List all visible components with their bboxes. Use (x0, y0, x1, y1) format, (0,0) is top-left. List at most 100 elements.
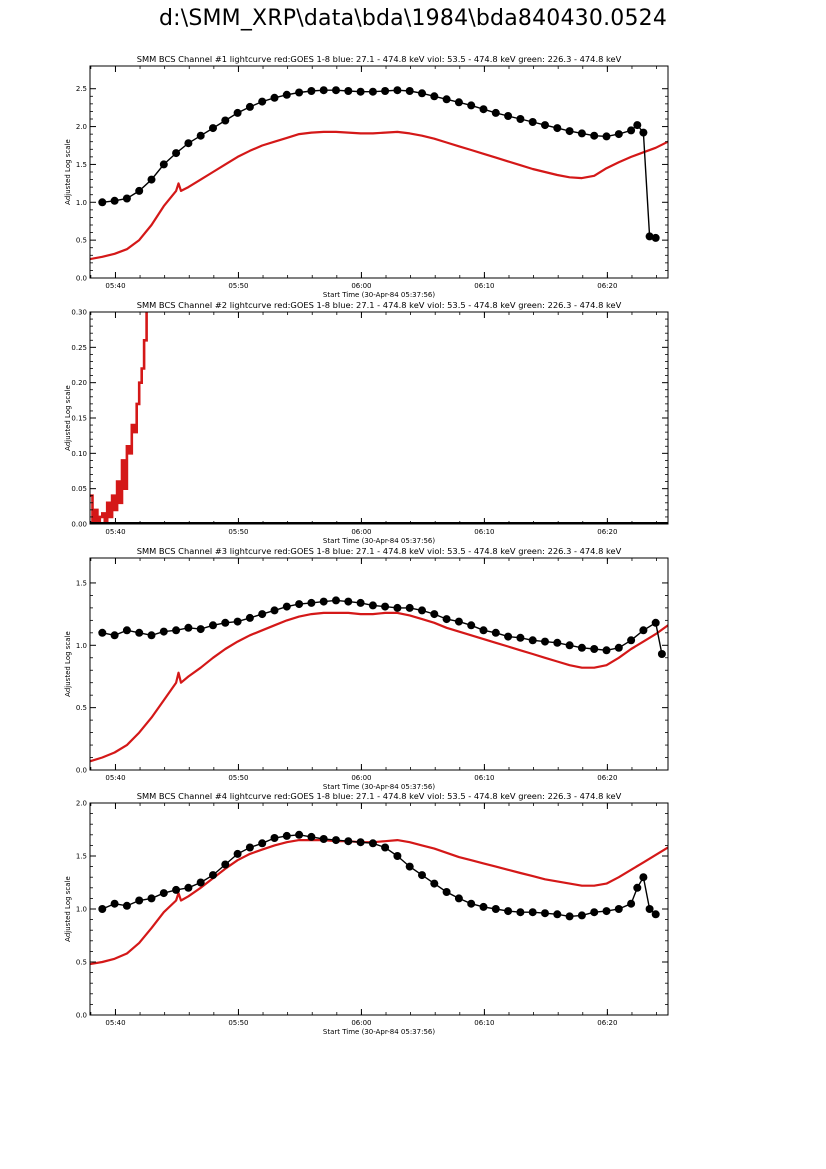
data-point-bcs (504, 907, 513, 916)
data-point-bcs (491, 905, 500, 913)
series-line-bcs (102, 834, 657, 918)
plot-frame (89, 802, 669, 1016)
data-point-bcs (147, 631, 156, 640)
data-point-bcs (147, 894, 156, 903)
data-point-bcs (633, 883, 642, 892)
data-point-bcs (196, 625, 205, 634)
data-point-bcs (98, 198, 107, 207)
plot-frame (89, 557, 669, 771)
data-point-bcs (282, 90, 291, 99)
x-tick-label: 06:00 (351, 282, 371, 290)
y-tick-label: 0.20 (71, 379, 87, 387)
data-point-bcs (368, 839, 377, 848)
data-point-bcs (614, 643, 623, 652)
chart-panel-4: SMM BCS Channel #4 lightcurve red:GOES 1… (64, 791, 669, 1036)
y-axis-label: Adjusted Log scale (64, 631, 72, 697)
data-point-bcs (418, 606, 426, 615)
data-point-bcs (491, 628, 500, 637)
plot-area (90, 596, 668, 763)
data-point-bcs (405, 87, 414, 95)
data-point-bcs (633, 121, 642, 130)
data-point-bcs (528, 636, 537, 645)
data-point-bcs (147, 175, 156, 184)
data-point-bcs (122, 194, 131, 203)
y-tick-label: 1.0 (76, 642, 87, 650)
x-axis-label: Start Time (30-Apr-84 05:37:56) (323, 537, 435, 545)
data-point-bcs (122, 901, 131, 910)
chart-title: SMM BCS Channel #2 lightcurve red:GOES 1… (137, 300, 622, 310)
data-point-bcs (442, 888, 451, 896)
data-point-bcs (651, 910, 660, 919)
x-tick-label: 06:10 (474, 774, 494, 782)
data-point-bcs (645, 905, 654, 913)
data-point-bcs (516, 115, 525, 123)
series-line-bcs (102, 89, 656, 239)
data-point-bcs (393, 852, 402, 860)
y-tick-label: 1.5 (76, 853, 87, 861)
series-line-goes (90, 611, 668, 763)
x-tick-label: 05:40 (105, 282, 125, 290)
x-tick-label: 06:00 (351, 1019, 371, 1027)
chart-panel-3: SMM BCS Channel #3 lightcurve red:GOES 1… (64, 546, 669, 791)
data-point-bcs (258, 839, 267, 848)
data-point-bcs (393, 603, 402, 612)
data-point-bcs (553, 124, 562, 133)
data-point-bcs (479, 902, 488, 911)
x-tick-label: 05:50 (228, 282, 248, 290)
data-point-bcs (577, 129, 586, 138)
data-point-bcs (393, 86, 402, 95)
data-point-bcs (381, 602, 390, 611)
y-tick-label: 0.0 (76, 1012, 87, 1020)
data-point-bcs (184, 623, 193, 632)
data-point-bcs (368, 87, 377, 96)
data-point-bcs (418, 871, 426, 880)
data-point-bcs (602, 907, 611, 916)
y-tick-label: 0.00 (71, 521, 87, 529)
chart-title: SMM BCS Channel #4 lightcurve red:GOES 1… (137, 791, 622, 801)
data-point-bcs (159, 160, 168, 169)
x-axis-label: Start Time (30-Apr-84 05:37:56) (323, 1028, 435, 1036)
x-tick-label: 06:20 (597, 528, 617, 536)
x-axis-label: Start Time (30-Apr-84 05:37:56) (323, 291, 435, 299)
data-point-bcs (98, 905, 107, 913)
data-point-bcs (282, 831, 291, 840)
data-point-bcs (270, 93, 279, 102)
data-point-bcs (221, 860, 230, 869)
data-point-bcs (541, 637, 549, 646)
plot-area (90, 312, 668, 524)
series-line-goes (90, 312, 148, 524)
data-point-bcs (319, 597, 328, 606)
data-point-bcs (565, 127, 574, 136)
data-point-bcs (356, 87, 365, 96)
data-point-bcs (516, 633, 525, 642)
data-point-bcs (135, 628, 144, 637)
data-point-bcs (651, 618, 660, 627)
data-point-bcs (577, 643, 586, 652)
data-point-bcs (541, 121, 549, 130)
data-point-bcs (344, 837, 353, 846)
y-axis-label: Adjusted Log scale (64, 876, 72, 942)
data-point-bcs (110, 631, 119, 640)
data-point-bcs (221, 618, 230, 627)
x-tick-label: 06:00 (351, 528, 371, 536)
data-point-bcs (122, 626, 131, 635)
data-point-bcs (602, 132, 611, 141)
data-point-bcs (307, 598, 316, 607)
y-tick-label: 1.0 (76, 906, 87, 914)
data-point-bcs (454, 98, 463, 107)
y-tick-label: 2.5 (76, 85, 87, 93)
x-tick-label: 05:40 (105, 1019, 125, 1027)
series-line-goes (90, 839, 668, 966)
data-point-bcs (245, 613, 254, 622)
data-point-bcs (627, 126, 636, 135)
data-point-bcs (614, 130, 623, 139)
y-tick-label: 0.05 (71, 485, 87, 493)
data-point-bcs (651, 233, 660, 242)
data-point-bcs (344, 597, 353, 606)
y-axis-label: Adjusted Log scale (64, 139, 72, 205)
x-tick-label: 06:10 (474, 1019, 494, 1027)
data-point-bcs (467, 899, 476, 908)
data-point-bcs (602, 646, 611, 655)
data-point-bcs (565, 641, 574, 650)
